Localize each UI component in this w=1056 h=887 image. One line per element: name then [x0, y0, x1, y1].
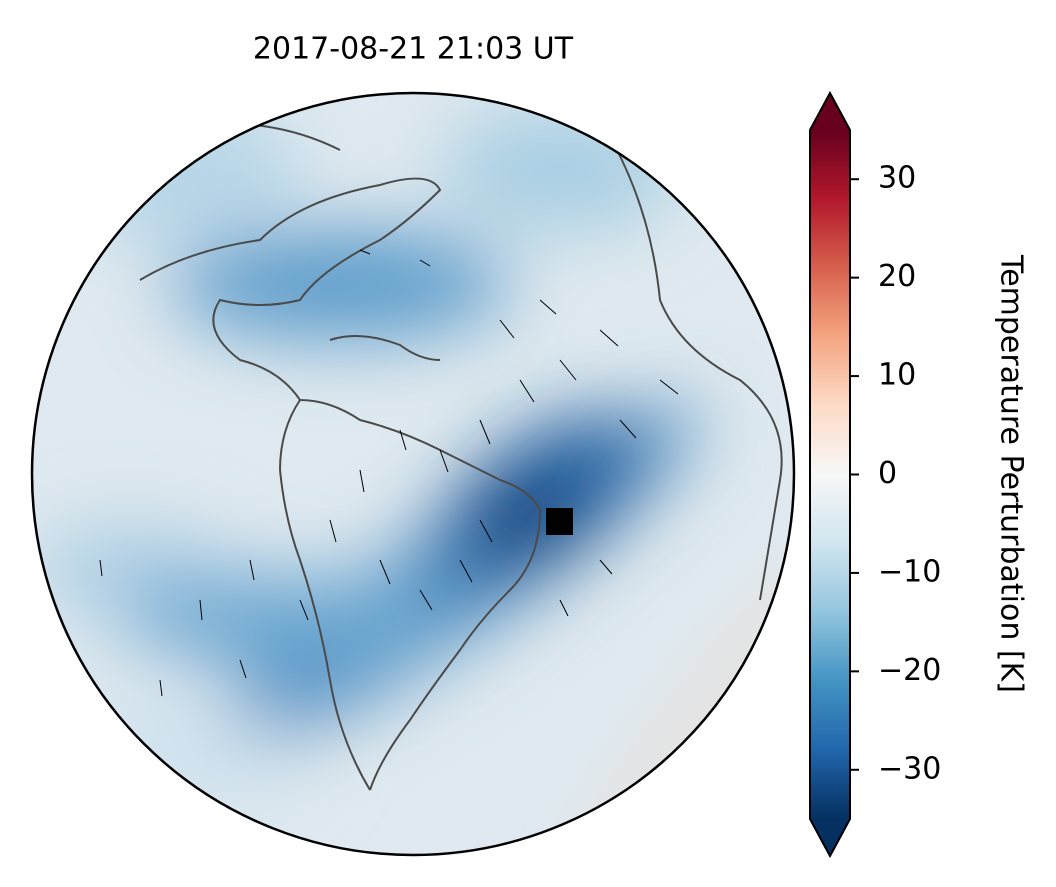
colorbar-extend-top: [810, 93, 850, 130]
colorbar-extend-bottom: [810, 819, 850, 856]
colorbar-tick-label: −20: [878, 653, 941, 688]
colorbar: −30 −20 −10 0 10 20 30: [809, 90, 941, 859]
colorbar-body: [810, 130, 850, 819]
colorbar-tick-label: 10: [878, 358, 916, 393]
colorbar-outline: [809, 90, 851, 859]
colorbar-tick-label: −10: [878, 554, 941, 589]
location-marker: [546, 508, 573, 535]
colorbar-tick-label: −30: [878, 751, 941, 786]
colorbar-label: Temperature Perturbation [K]: [994, 254, 1029, 693]
colorbar-tick-label: 20: [878, 259, 916, 294]
colorbar-tick-label: 30: [878, 161, 916, 196]
colorbar-tick-label: 0: [878, 456, 897, 491]
title: 2017-08-21 21:03 UT: [253, 32, 574, 67]
wind-ticks: [99, 249, 679, 697]
globe-outline: [30, 91, 796, 857]
